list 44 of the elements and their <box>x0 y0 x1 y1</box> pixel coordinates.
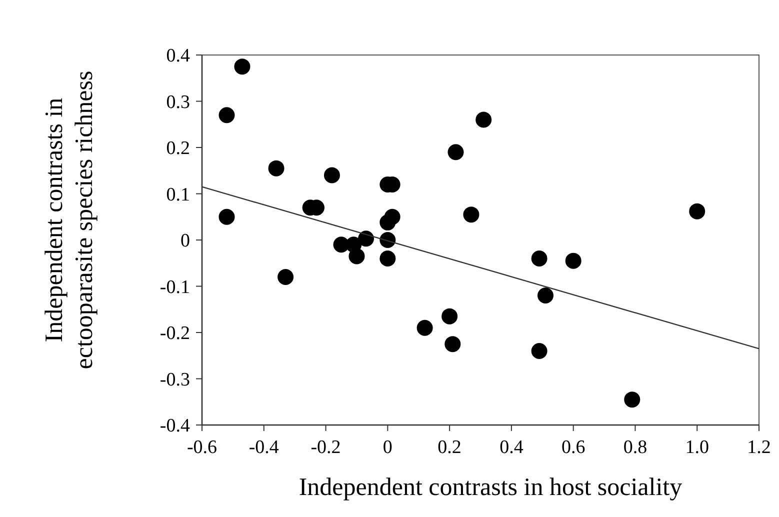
x-tick-label: 0.6 <box>561 437 586 458</box>
x-tick-label: 0.8 <box>623 437 648 458</box>
point <box>218 107 235 124</box>
x-tick-label: -0.6 <box>186 437 218 458</box>
point <box>531 343 548 359</box>
point <box>565 252 582 269</box>
point <box>348 248 365 264</box>
y-tick-label: 0 <box>180 230 190 252</box>
point <box>380 250 396 266</box>
y-tick-label: 0.3 <box>166 92 190 113</box>
y-axis-title: Independent contrasts in ectooparasite species richness <box>41 70 98 370</box>
point <box>537 288 554 304</box>
point <box>476 112 492 128</box>
point <box>531 250 548 266</box>
point <box>384 208 400 225</box>
x-tick-label: 1.0 <box>685 437 709 458</box>
point <box>463 206 480 223</box>
point <box>380 232 396 248</box>
point <box>268 160 284 176</box>
point <box>358 230 374 247</box>
point <box>234 58 250 75</box>
point <box>324 167 340 184</box>
point <box>416 320 433 336</box>
point <box>218 208 235 225</box>
y-tick-label: -0.3 <box>160 369 190 390</box>
y-tick-label: -0.1 <box>160 276 190 298</box>
x-tick-label: 0.2 <box>438 437 462 458</box>
x-tick-label: 0 <box>382 437 392 458</box>
y-tick-label: -0.2 <box>160 323 190 344</box>
y-tick-label: -0.4 <box>160 416 190 437</box>
x-axis-title: Independent contrasts in host sociality <box>298 474 683 501</box>
point <box>689 203 706 220</box>
y-tick-label: 0.4 <box>166 46 190 67</box>
x-tick-label: 1.2 <box>747 437 771 458</box>
point <box>442 308 458 324</box>
point <box>624 392 640 408</box>
x-tick-label: -0.2 <box>310 437 341 458</box>
y-tick-label: 0.1 <box>166 184 190 206</box>
y-tick-label: 0.2 <box>166 138 190 160</box>
point <box>444 336 461 352</box>
point <box>448 144 464 160</box>
point <box>278 269 294 285</box>
x-tick-label: 0.4 <box>500 437 524 458</box>
x-tick-label: -0.4 <box>248 437 280 458</box>
